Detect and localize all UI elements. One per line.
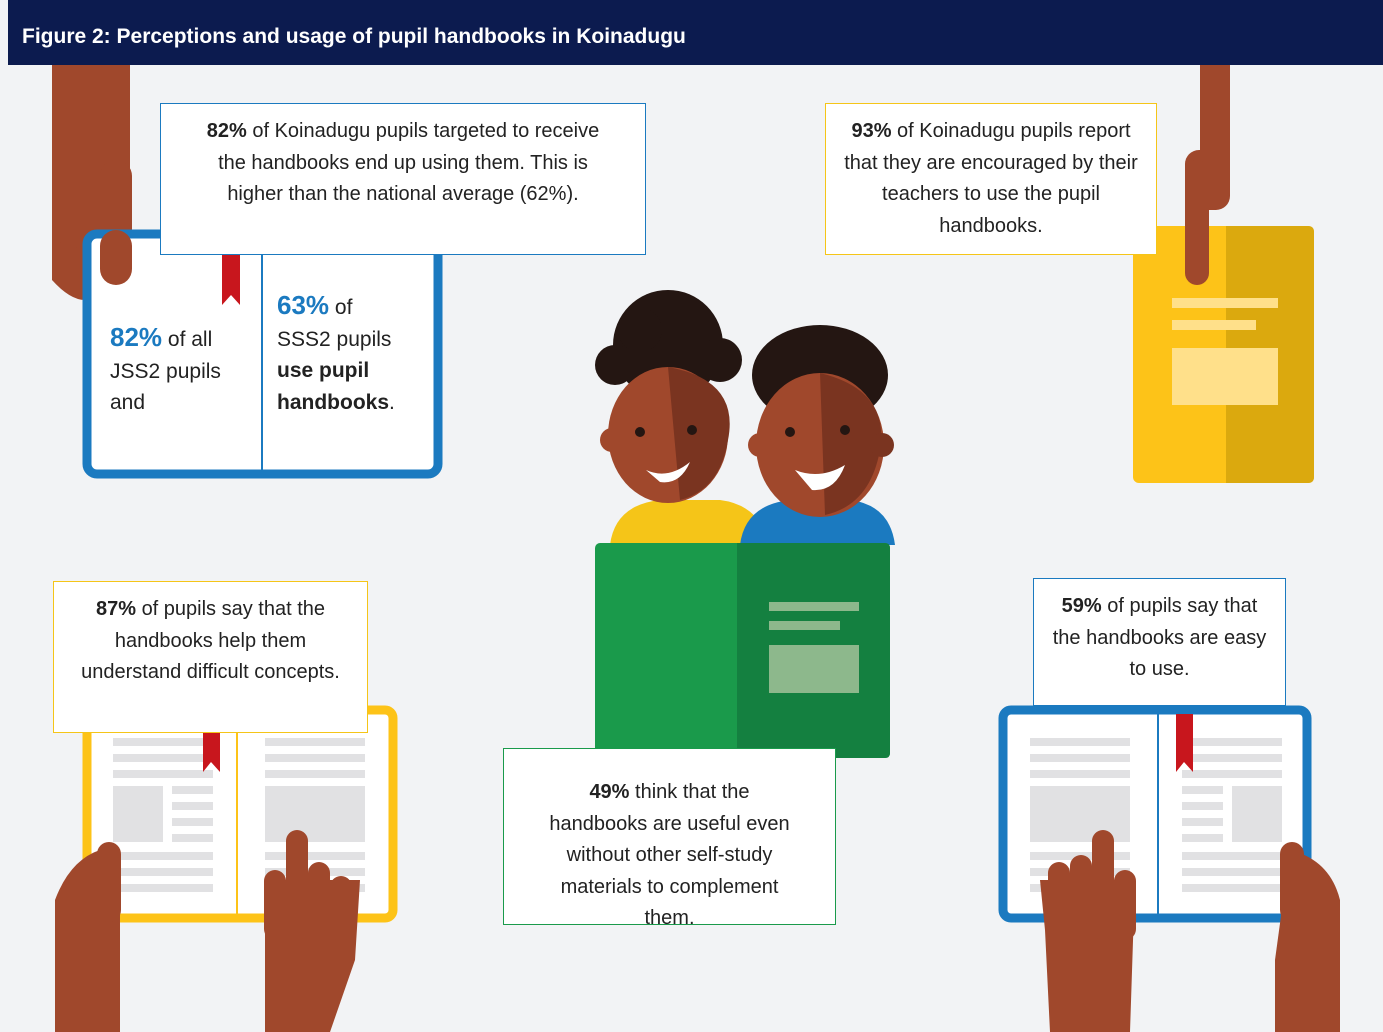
percent: 87% xyxy=(95,598,136,620)
callout: 87% of pupils say that the handbooks hel… xyxy=(53,581,368,733)
percent: 93% xyxy=(851,120,892,142)
callout: 49% think that the handbooks are useful … xyxy=(503,748,836,929)
callout-text: of Koinadugu pupils report that they are… xyxy=(844,120,1138,237)
book-text: 63% of SSS2 pupils use pupil handbooks. xyxy=(277,290,407,418)
callout: 93% of Koinadugu pupils report that they… xyxy=(825,103,1157,255)
yellow-book xyxy=(1133,226,1314,483)
book-text: 82% of all JSS2 pupils and xyxy=(110,322,235,419)
hand xyxy=(55,830,360,1032)
percent: 82% xyxy=(110,322,163,352)
hand xyxy=(1185,60,1230,285)
callout: 59% of pupils say that the handbooks are… xyxy=(1033,578,1286,706)
book-text-body: of SSS2 pupils xyxy=(277,296,392,351)
percent: 82% xyxy=(206,120,247,142)
callout-text: of Koinadugu pupils targeted to receive … xyxy=(218,120,600,205)
percent: 59% xyxy=(1061,595,1102,617)
callout-text: of pupils say that the handbooks help th… xyxy=(81,598,340,683)
callout-text: of pupils say that the handbooks are eas… xyxy=(1052,595,1267,680)
book-text-body: of all JSS2 pupils and xyxy=(110,328,221,414)
finger xyxy=(100,230,132,285)
callout-text: think that the handbooks are useful even… xyxy=(549,781,790,929)
book-text-end: . xyxy=(389,390,395,414)
percent: 49% xyxy=(589,781,630,803)
book-text-bold: use pupil handbooks xyxy=(277,359,390,414)
open-book xyxy=(82,705,398,923)
hand xyxy=(1040,830,1340,1032)
title: Figure 2: Perceptions and usage of pupil… xyxy=(22,25,686,48)
green-book xyxy=(595,543,890,758)
percent: 63% xyxy=(277,290,330,320)
pupils xyxy=(595,290,895,545)
callout: 82% of Koinadugu pupils targeted to rece… xyxy=(160,103,646,255)
header: Figure 2: Perceptions and usage of pupil… xyxy=(8,0,1383,65)
